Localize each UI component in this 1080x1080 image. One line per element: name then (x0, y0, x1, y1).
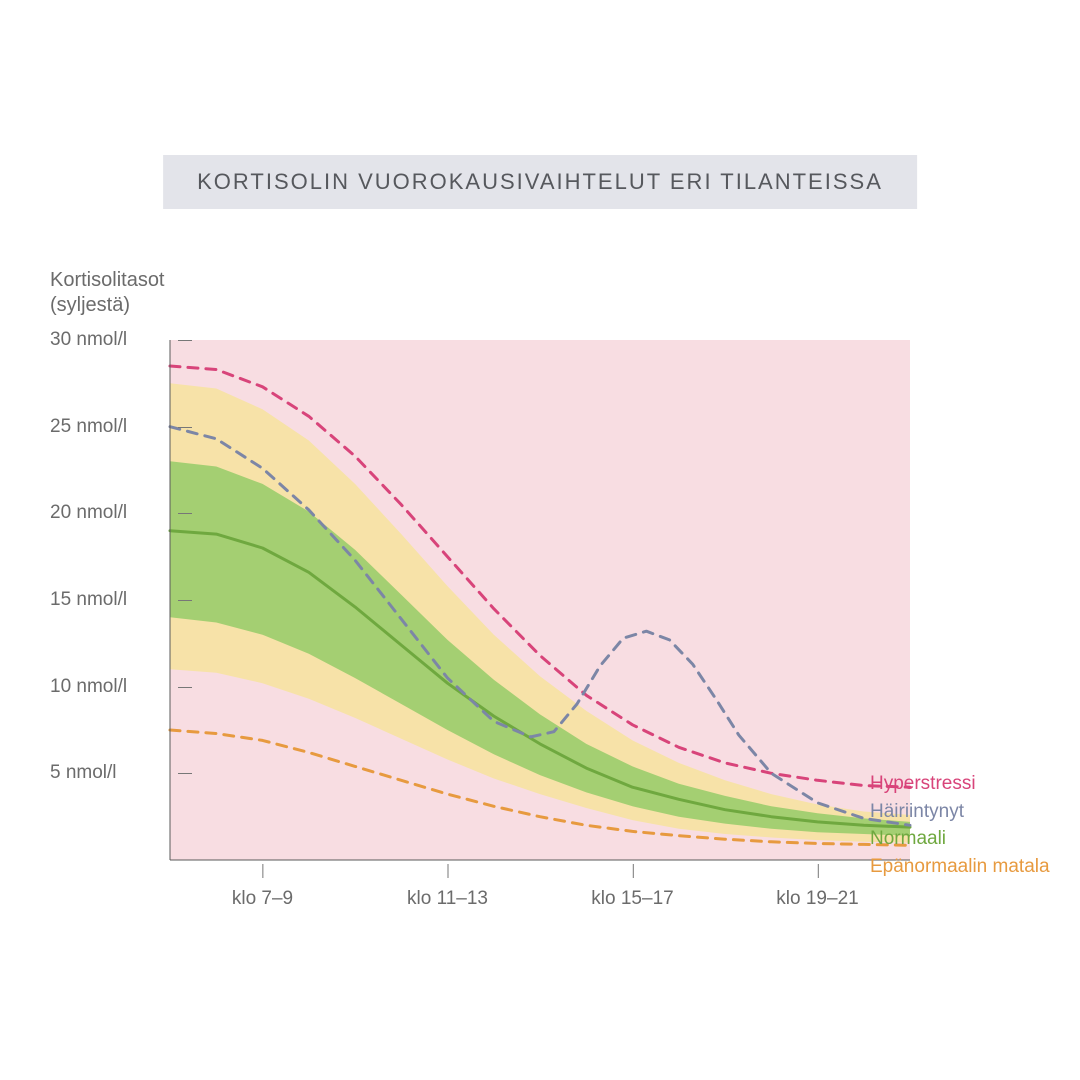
chart-title: KORTISOLIN VUOROKAUSIVAIHTELUT ERI TILAN… (163, 155, 917, 209)
x-tick-label: klo 19–21 (776, 888, 858, 910)
legend-item: Hyperstressi (870, 770, 1050, 798)
page: KORTISOLIN VUOROKAUSIVAIHTELUT ERI TILAN… (0, 0, 1080, 1080)
legend-item: Normaali (870, 825, 1050, 853)
chart-svg (170, 340, 910, 860)
legend-item: Epänormaalin matala (870, 853, 1050, 881)
y-axis-title-line1: Kortisolitasot (50, 268, 165, 293)
x-tick-label: klo 15–17 (591, 888, 673, 910)
y-tick-label: 5 nmol/l (50, 762, 170, 784)
y-tick-label: 10 nmol/l (50, 676, 170, 698)
legend: HyperstressiHäiriintynytNormaaliEpänorma… (870, 770, 1050, 880)
y-tick-label: 25 nmol/l (50, 416, 170, 438)
legend-item: Häiriintynyt (870, 798, 1050, 826)
y-tick-label: 15 nmol/l (50, 589, 170, 611)
y-axis-title: Kortisolitasot (syljestä) (50, 268, 165, 318)
x-tick-label: klo 7–9 (232, 888, 293, 910)
y-axis-title-line2: (syljestä) (50, 293, 165, 318)
x-tick-label: klo 11–13 (407, 888, 488, 910)
y-tick-label: 30 nmol/l (50, 329, 170, 351)
y-tick-label: 20 nmol/l (50, 502, 170, 524)
